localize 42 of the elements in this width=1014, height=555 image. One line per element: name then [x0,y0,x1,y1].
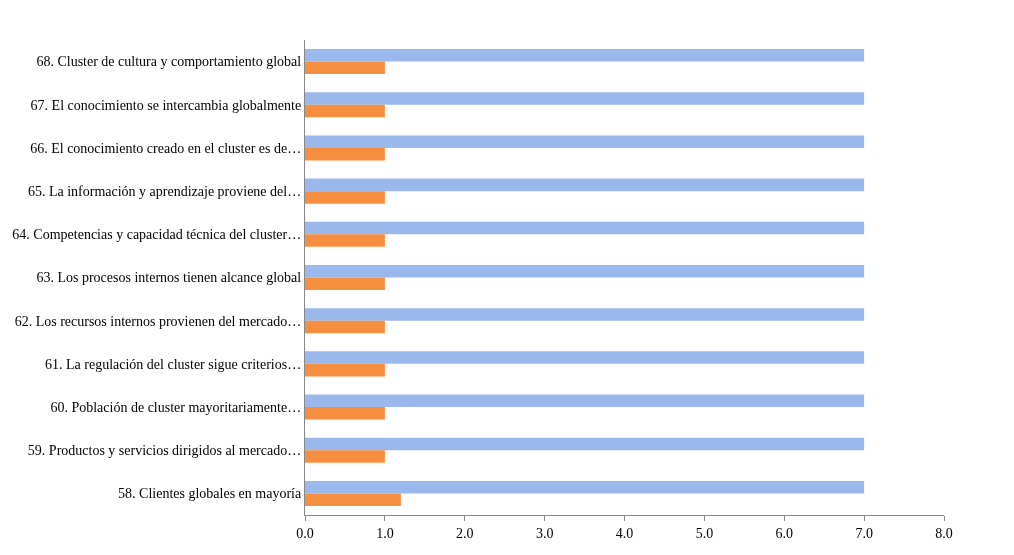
x-tick-label: 4.0 [615,525,634,541]
bar [305,480,865,494]
y-tick-label: 65. La información y aprendizaje proviene del… [27,184,302,200]
y-tick-label: 67. El conocimiento se intercambia globalmente [30,97,302,113]
bar [305,320,385,334]
x-tick-label: 1.0 [376,525,394,541]
bar [305,450,385,463]
x-tick-label: 7.0 [855,525,873,541]
x-tick-label: 6.0 [775,525,793,541]
bar [305,61,385,75]
bar [305,104,385,118]
x-tick-label: 8.0 [935,525,953,541]
bar [305,407,385,420]
bar [305,394,865,408]
y-tick-label: 58. Clientes globales en mayoría [118,486,302,502]
bar [305,178,865,192]
y-tick-label: 68. Cluster de cultura y comportamiento global [36,54,302,70]
y-tick-label: 63. Los procesos internos tienen alcance global [36,270,302,286]
bar [305,437,865,451]
x-tick-label: 5.0 [695,525,714,541]
bar [305,493,401,506]
y-tick-label: 60. Población de cluster mayoritariamente… [50,399,302,415]
bar [305,221,865,235]
bar [305,135,865,148]
bar [305,351,865,364]
x-tick-label: 3.0 [535,525,554,541]
bar [305,92,865,105]
bar [305,234,385,247]
y-tick-label: 59. Productos y servicios dirigidos al mercado… [27,443,302,459]
x-tick-label: 2.0 [456,525,474,541]
y-tick-label: 61. La regulación del cluster sigue criterios… [45,356,302,372]
y-tick-label: 62. Los recursos internos provienen del mercado… [14,313,302,329]
bar [305,277,385,291]
bar [305,147,385,161]
bar [305,363,385,377]
bar [305,191,385,204]
x-tick-label: 0.0 [296,525,314,541]
bar [305,308,865,321]
bar [305,264,865,278]
bar [305,49,865,62]
y-tick-label: 66. El conocimiento creado en el cluster es de… [30,140,302,156]
y-tick-label: 64. Competencias y capacidad técnica del cluster… [12,227,302,243]
